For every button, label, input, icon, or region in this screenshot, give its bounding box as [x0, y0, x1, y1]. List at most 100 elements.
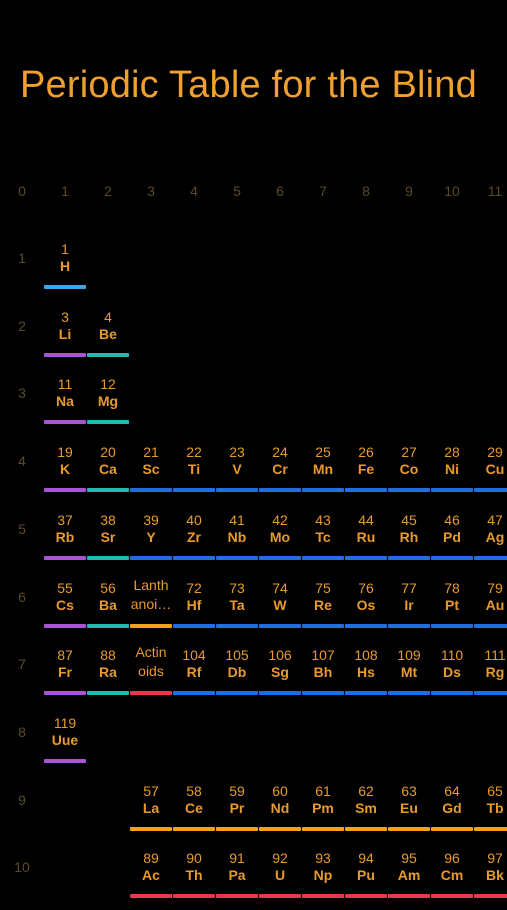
element-cell[interactable]: 77 Ir: [388, 580, 430, 640]
element-cell[interactable]: 60 Nd: [259, 783, 301, 843]
element-cell[interactable]: 74 W: [259, 580, 301, 640]
element-cell[interactable]: 21 Sc: [130, 444, 172, 504]
element-cell[interactable]: 45 Rh: [388, 512, 430, 572]
element-symbol: Rf: [186, 664, 202, 681]
element-cell[interactable]: 79 Au: [474, 580, 507, 640]
element-cell[interactable]: 93 Np: [302, 850, 344, 910]
atomic-number: 11: [57, 376, 73, 393]
atomic-number: 62: [358, 782, 374, 799]
element-symbol: Cs: [56, 596, 74, 613]
element-cell[interactable]: 56 Ba: [87, 580, 129, 640]
element-cell[interactable]: 106 Sg: [259, 647, 301, 707]
element-cell[interactable]: 119 Uue: [44, 715, 86, 775]
element-cell[interactable]: 109 Mt: [388, 647, 430, 707]
element-cell[interactable]: 29 Cu: [474, 444, 507, 504]
atomic-number: 56: [100, 579, 116, 596]
category-bar: [388, 894, 430, 899]
element-symbol: Mo: [269, 528, 291, 545]
element-cell[interactable]: 78 Pt: [431, 580, 473, 640]
row-header: 5: [18, 520, 26, 537]
element-cell[interactable]: 96 Cm: [431, 850, 473, 910]
element-cell[interactable]: 108 Hs: [345, 647, 387, 707]
element-cell[interactable]: 23 V: [216, 444, 258, 504]
element-cell[interactable]: 92 U: [259, 850, 301, 910]
element-symbol: Re: [314, 596, 332, 613]
element-cell[interactable]: 22 Ti: [173, 444, 215, 504]
element-cell[interactable]: 107 Bh: [302, 647, 344, 707]
element-cell[interactable]: 26 Fe: [345, 444, 387, 504]
category-bar: [44, 623, 86, 628]
element-cell[interactable]: 111 Rg: [474, 647, 507, 707]
series-reference-cell[interactable]: Lanth anoi…: [130, 577, 172, 640]
category-bar: [216, 488, 258, 493]
element-cell[interactable]: 25 Mn: [302, 444, 344, 504]
element-cell[interactable]: 24 Cr: [259, 444, 301, 504]
element-cell[interactable]: 75 Re: [302, 580, 344, 640]
element-cell[interactable]: 63 Eu: [388, 783, 430, 843]
row-header: 2: [18, 317, 26, 334]
element-cell[interactable]: 87 Fr: [44, 647, 86, 707]
element-cell[interactable]: 110 Ds: [431, 647, 473, 707]
element-cell[interactable]: 72 Hf: [173, 580, 215, 640]
element-cell[interactable]: 104 Rf: [173, 647, 215, 707]
element-cell[interactable]: 39 Y: [130, 512, 172, 572]
category-bar: [87, 691, 129, 696]
atomic-number: 55: [57, 579, 73, 596]
category-bar: [44, 285, 86, 289]
element-cell[interactable]: 4 Be: [87, 309, 129, 369]
element-cell[interactable]: 40 Zr: [173, 512, 215, 572]
atomic-number: 108: [354, 647, 378, 664]
element-cell[interactable]: 3 Li: [44, 309, 86, 369]
category-bar: [388, 623, 430, 628]
category-bar: [474, 691, 507, 696]
series-reference-cell[interactable]: Actin oids: [130, 644, 172, 707]
element-symbol: Uue: [51, 731, 79, 748]
element-cell[interactable]: 20 Ca: [87, 444, 129, 504]
element-cell[interactable]: 44 Ru: [345, 512, 387, 572]
element-cell[interactable]: 28 Ni: [431, 444, 473, 504]
column-header: 1: [61, 183, 69, 199]
element-cell[interactable]: 65 Tb: [474, 783, 507, 843]
element-cell[interactable]: 46 Pd: [431, 512, 473, 572]
element-cell[interactable]: 97 Bk: [474, 850, 507, 910]
element-cell[interactable]: 55 Cs: [44, 580, 86, 640]
element-symbol: Bk: [486, 867, 504, 884]
element-cell[interactable]: 105 Db: [216, 647, 258, 707]
element-cell[interactable]: 62 Sm: [345, 783, 387, 843]
element-cell[interactable]: 47 Ag: [474, 512, 507, 572]
element-cell[interactable]: 27 Co: [388, 444, 430, 504]
column-header: 8: [362, 183, 370, 199]
element-cell[interactable]: 42 Mo: [259, 512, 301, 572]
element-symbol: Mt: [400, 664, 418, 681]
element-cell[interactable]: 57 La: [130, 783, 172, 843]
element-cell[interactable]: 95 Am: [388, 850, 430, 910]
element-cell[interactable]: 19 K: [44, 444, 86, 504]
element-cell[interactable]: 43 Tc: [302, 512, 344, 572]
element-cell[interactable]: 94 Pu: [345, 850, 387, 910]
element-symbol: Na: [56, 393, 74, 410]
element-symbol: Ta: [229, 596, 245, 613]
element-cell[interactable]: 91 Pa: [216, 850, 258, 910]
category-bar: [173, 623, 215, 628]
element-cell[interactable]: 73 Ta: [216, 580, 258, 640]
element-cell[interactable]: 59 Pr: [216, 783, 258, 843]
category-bar: [173, 488, 215, 493]
element-cell[interactable]: 89 Ac: [130, 850, 172, 910]
element-cell[interactable]: 11 Na: [44, 376, 86, 436]
element-cell[interactable]: 38 Sr: [87, 512, 129, 572]
element-cell[interactable]: 12 Mg: [87, 376, 129, 436]
element-symbol: Cr: [272, 461, 288, 478]
element-cell[interactable]: 90 Th: [173, 850, 215, 910]
element-cell[interactable]: 41 Nb: [216, 512, 258, 572]
element-cell[interactable]: 37 Rb: [44, 512, 86, 572]
element-cell[interactable]: 76 Os: [345, 580, 387, 640]
atomic-number: 24: [272, 444, 288, 461]
element-symbol: Bh: [313, 664, 333, 681]
element-cell[interactable]: 61 Pm: [302, 783, 344, 843]
element-cell[interactable]: 58 Ce: [173, 783, 215, 843]
element-cell[interactable]: 88 Ra: [87, 647, 129, 707]
element-cell[interactable]: 64 Gd: [431, 783, 473, 843]
category-bar: [345, 555, 387, 560]
atomic-number: 4: [104, 308, 112, 325]
